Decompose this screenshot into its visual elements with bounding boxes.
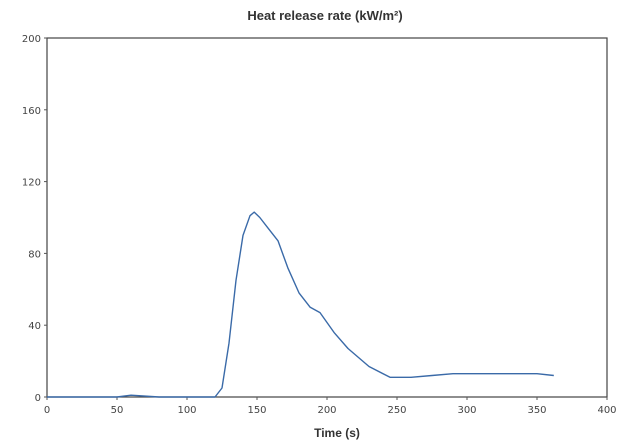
y-tick-label: 40 <box>28 321 41 332</box>
x-tick-label: 50 <box>111 405 124 416</box>
y-tick-label: 80 <box>28 249 41 260</box>
x-axis: 0 50 100 150 200 250 300 350 400 <box>44 397 617 416</box>
chart-title: Heat release rate (kW/m²) <box>247 8 402 23</box>
x-tick-label: 0 <box>44 405 50 416</box>
x-tick-label: 400 <box>597 405 616 416</box>
y-tick-label: 200 <box>22 34 41 45</box>
x-tick-label: 200 <box>317 405 336 416</box>
y-axis: 0 40 80 120 160 200 <box>22 34 47 404</box>
y-tick-label: 160 <box>22 106 41 117</box>
y-tick-label: 120 <box>22 178 41 189</box>
plot-area <box>47 211 554 398</box>
x-tick-label: 150 <box>247 405 266 416</box>
plot-frame <box>46 37 608 398</box>
x-tick-label: 300 <box>457 405 476 416</box>
x-tick-label: 350 <box>527 405 546 416</box>
y-tick-label: 0 <box>35 393 41 404</box>
x-axis-label: Time (s) <box>314 426 360 440</box>
x-tick-label: 100 <box>177 405 196 416</box>
series-line <box>47 211 554 398</box>
x-tick-label: 250 <box>387 405 406 416</box>
